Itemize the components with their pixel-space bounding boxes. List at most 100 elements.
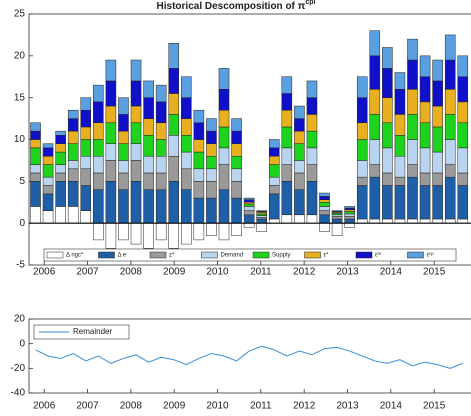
y-tick-label: 0 xyxy=(19,338,25,349)
legend-swatch xyxy=(149,251,167,259)
bar-segment xyxy=(306,80,318,98)
bar-segment xyxy=(30,172,41,182)
legend-label: Δ e xyxy=(118,253,127,259)
bar-segment xyxy=(407,139,418,165)
bar-segment xyxy=(382,47,393,69)
x-tick-label: 2011 xyxy=(250,401,272,412)
bar-segment xyxy=(130,143,142,161)
bar-segment xyxy=(130,105,142,124)
bar-segment xyxy=(168,155,180,182)
bar-segment xyxy=(444,34,456,61)
bar-segment xyxy=(281,164,293,182)
bar-segment xyxy=(382,68,393,98)
bar-segment xyxy=(419,147,431,174)
bar-segment xyxy=(432,80,443,107)
bar-segment xyxy=(143,155,154,174)
bar-segment xyxy=(319,192,330,197)
bar-segment xyxy=(382,172,393,186)
bar-segment xyxy=(30,181,41,207)
bar-segment xyxy=(306,97,318,115)
bar-segment xyxy=(382,122,393,149)
bar-segment xyxy=(105,59,117,82)
bar-segment xyxy=(168,114,180,136)
bar-segment xyxy=(356,76,368,98)
bar-segment xyxy=(419,101,431,124)
bar-segment xyxy=(193,139,205,153)
legend-box xyxy=(43,248,457,262)
bar-segment xyxy=(457,147,469,174)
bar-segment xyxy=(143,118,154,136)
bar-segment xyxy=(344,209,355,212)
bar-segment xyxy=(444,218,456,224)
bar-segment xyxy=(344,222,355,228)
bar-segment xyxy=(243,197,255,200)
bar-segment xyxy=(155,139,167,157)
x-tick-label: 2007 xyxy=(76,401,99,412)
bar-segment xyxy=(432,218,443,224)
bar-segment xyxy=(42,164,54,178)
bar-segment xyxy=(118,143,129,161)
bar-segment xyxy=(206,222,217,236)
bar-segment xyxy=(243,214,255,224)
bar-segment xyxy=(93,122,104,140)
bar-segment xyxy=(181,222,192,245)
bar-segment xyxy=(67,143,79,161)
y-tick-label: -40 xyxy=(11,388,26,399)
bar-segment xyxy=(181,135,192,153)
bar-segment xyxy=(206,168,217,182)
bar-segment xyxy=(243,199,255,203)
bar-segment xyxy=(356,97,368,124)
bar-segment xyxy=(457,101,469,124)
bar-segment xyxy=(331,222,343,236)
bar-segment xyxy=(256,222,267,232)
bar-segment xyxy=(155,84,167,103)
bar-segment xyxy=(394,114,406,136)
bar-segment xyxy=(218,164,230,190)
bar-segment xyxy=(42,147,54,157)
title-main: Historical Descomposition of π xyxy=(157,1,306,12)
bar-segment xyxy=(344,218,355,224)
bar-segment xyxy=(281,214,293,224)
bar-segment xyxy=(155,101,167,124)
bar-segment xyxy=(294,130,305,144)
legend-swatch xyxy=(98,251,115,259)
bar-segment xyxy=(93,139,104,157)
bar-segment xyxy=(42,143,54,149)
bar-segment xyxy=(319,222,330,232)
bar-segment xyxy=(356,176,368,186)
y-tick-label: 20 xyxy=(14,314,26,325)
bar-segment xyxy=(394,185,406,220)
bar-segment xyxy=(243,210,255,216)
bar-segment xyxy=(93,101,104,124)
y-tick-label: -5 xyxy=(16,260,25,271)
bar-segment xyxy=(394,89,406,115)
legend-label: Supply xyxy=(272,253,290,259)
bar-segment xyxy=(394,135,406,157)
legend-swatch xyxy=(46,251,64,259)
bar-segment xyxy=(256,210,267,212)
bar-segment xyxy=(231,143,242,157)
bar-segment xyxy=(256,213,267,216)
bar-segment xyxy=(394,176,406,186)
bar-segment xyxy=(281,126,293,149)
bar-segment xyxy=(407,38,418,61)
legend-label: Demand xyxy=(221,253,244,259)
bar-segment xyxy=(80,168,92,186)
bar-segment xyxy=(344,213,355,217)
bar-segment xyxy=(356,185,368,220)
plot-content xyxy=(29,30,471,249)
x-tick-label: 2014 xyxy=(380,401,403,412)
bar-segment xyxy=(181,168,192,190)
x-tick-label: 2014 xyxy=(380,267,403,278)
bar-segment xyxy=(306,181,318,216)
bar-segment xyxy=(93,155,104,174)
bar-segment xyxy=(168,93,180,115)
bar-segment xyxy=(306,164,318,182)
bar-segment xyxy=(419,218,431,224)
bar-segment xyxy=(30,147,41,165)
bar-segment xyxy=(42,176,54,186)
bar-segment xyxy=(130,59,142,82)
bar-segment xyxy=(206,197,217,224)
